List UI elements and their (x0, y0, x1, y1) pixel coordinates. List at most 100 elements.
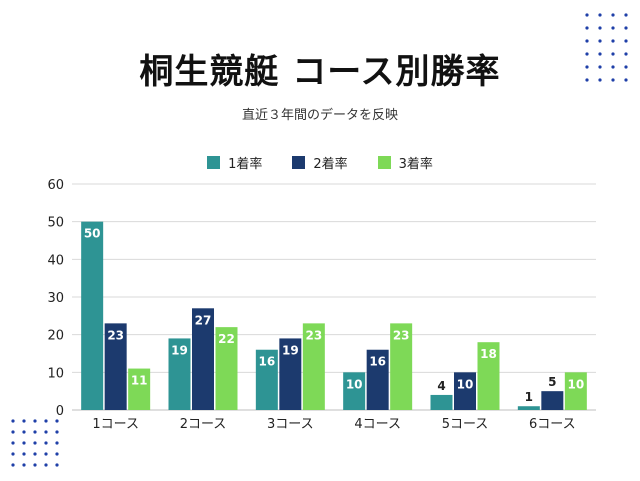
y-tick-label-40: 40 (47, 253, 64, 268)
legend-swatch-1 (207, 156, 221, 169)
bar-2-3 (215, 327, 238, 410)
data-label-4-1: 10 (346, 377, 363, 391)
dot-tr-1-1 (598, 26, 602, 30)
decorative-dots-bottom-left (11, 419, 59, 467)
data-label-2-1: 19 (171, 343, 188, 357)
dot-bl-4-4 (55, 463, 59, 467)
dot-bl-0-0 (11, 419, 15, 423)
dot-bl-1-4 (55, 430, 59, 434)
dot-bl-0-1 (22, 419, 26, 423)
bar-4-3 (390, 323, 413, 410)
dot-tr-1-3 (624, 26, 628, 30)
data-label-6-3: 10 (567, 377, 584, 391)
legend-item-1: 1着率 (207, 153, 262, 172)
dot-tr-1-0 (585, 26, 589, 30)
bar-3-3 (302, 323, 325, 410)
bar-6-1 (517, 406, 540, 410)
bar-1-3 (128, 368, 151, 410)
y-tick-label-60: 60 (47, 178, 64, 193)
bar-5-2 (454, 372, 476, 410)
data-label-3-2: 19 (282, 343, 299, 357)
dot-tr-2-1 (598, 39, 602, 43)
data-label-4-2: 16 (369, 355, 386, 369)
dot-bl-4-0 (11, 463, 15, 467)
bar-6-3 (564, 372, 587, 410)
chart-title: 桐生競艇 コース別勝率 (139, 52, 501, 92)
y-tick-label-0: 0 (56, 404, 64, 419)
dot-bl-2-0 (11, 441, 15, 445)
bar-3-1 (255, 349, 278, 410)
dot-bl-3-4 (55, 452, 59, 456)
bar-3-2 (279, 338, 302, 410)
dot-bl-2-1 (22, 441, 26, 445)
dot-tr-4-3 (624, 65, 628, 69)
y-tick-label-50: 50 (47, 216, 64, 231)
y-tick-label-30: 30 (47, 291, 64, 306)
dot-bl-4-3 (44, 463, 48, 467)
data-label-5-3: 18 (480, 347, 497, 361)
dot-tr-2-2 (611, 39, 615, 43)
dot-bl-3-2 (33, 452, 37, 456)
dot-bl-1-2 (33, 430, 37, 434)
data-label-3-3: 23 (305, 328, 322, 342)
dot-tr-0-3 (624, 13, 628, 17)
data-label-2-2: 27 (195, 313, 212, 327)
dot-tr-2-3 (624, 39, 628, 43)
dot-bl-4-1 (22, 463, 26, 467)
legend-item-3: 3着率 (377, 153, 433, 172)
bar-6-2 (541, 391, 564, 410)
x-tick-label-5: 5コース (442, 417, 489, 432)
bar-2-1 (168, 338, 191, 410)
dot-bl-2-3 (44, 441, 48, 445)
data-label-4-3: 23 (393, 328, 410, 342)
legend-label-2: 2着率 (313, 157, 348, 172)
dot-bl-0-2 (33, 419, 37, 423)
dot-bl-3-0 (11, 452, 15, 456)
dot-bl-0-4 (55, 419, 59, 423)
dot-tr-0-1 (598, 13, 602, 17)
x-tick-label-4: 4コース (354, 417, 401, 432)
dot-bl-1-0 (11, 430, 15, 434)
data-label-3-1: 16 (258, 355, 275, 369)
legend-label-3: 3着率 (398, 157, 433, 172)
chart-subtitle: 直近３年間のデータを反映 (241, 108, 398, 123)
data-label-2-3: 22 (218, 332, 235, 346)
dot-tr-4-2 (611, 65, 615, 69)
data-label-5-1: 4 (437, 379, 445, 393)
dot-bl-1-1 (22, 430, 26, 434)
dot-bl-2-2 (33, 441, 37, 445)
y-tick-label-10: 10 (47, 366, 64, 381)
bar-5-1 (430, 394, 453, 410)
legend-swatch-3 (377, 156, 391, 169)
dot-tr-5-1 (598, 78, 602, 82)
data-label-5-2: 10 (457, 377, 474, 391)
dot-tr-0-2 (611, 13, 615, 17)
dot-tr-4-1 (598, 65, 602, 69)
dot-tr-4-0 (585, 65, 589, 69)
legend-swatch-2 (292, 156, 306, 169)
bar-1-1 (81, 221, 104, 410)
data-label-6-1: 1 (525, 390, 533, 404)
dot-bl-1-3 (44, 430, 48, 434)
data-label-6-2: 5 (548, 375, 556, 389)
dot-tr-3-2 (611, 52, 615, 56)
legend-item-2: 2着率 (292, 153, 348, 172)
dot-tr-3-0 (585, 52, 589, 56)
data-label-1-2: 23 (107, 328, 124, 342)
dot-tr-3-1 (598, 52, 602, 56)
bar-2-2 (192, 308, 214, 410)
dot-tr-5-2 (611, 78, 615, 82)
dot-tr-1-2 (611, 26, 615, 30)
dot-tr-5-0 (585, 78, 589, 82)
legend: 1着率 2着率 3着率 (0, 153, 640, 172)
dot-tr-5-3 (624, 78, 628, 82)
dot-bl-0-3 (44, 419, 48, 423)
bar-4-1 (343, 372, 366, 410)
legend-label-1: 1着率 (228, 157, 263, 172)
dot-tr-0-0 (585, 13, 589, 17)
bar-5-3 (477, 342, 500, 410)
x-tick-label-6: 6コース (529, 417, 576, 432)
dot-bl-3-1 (22, 452, 26, 456)
dot-tr-3-3 (624, 52, 628, 56)
